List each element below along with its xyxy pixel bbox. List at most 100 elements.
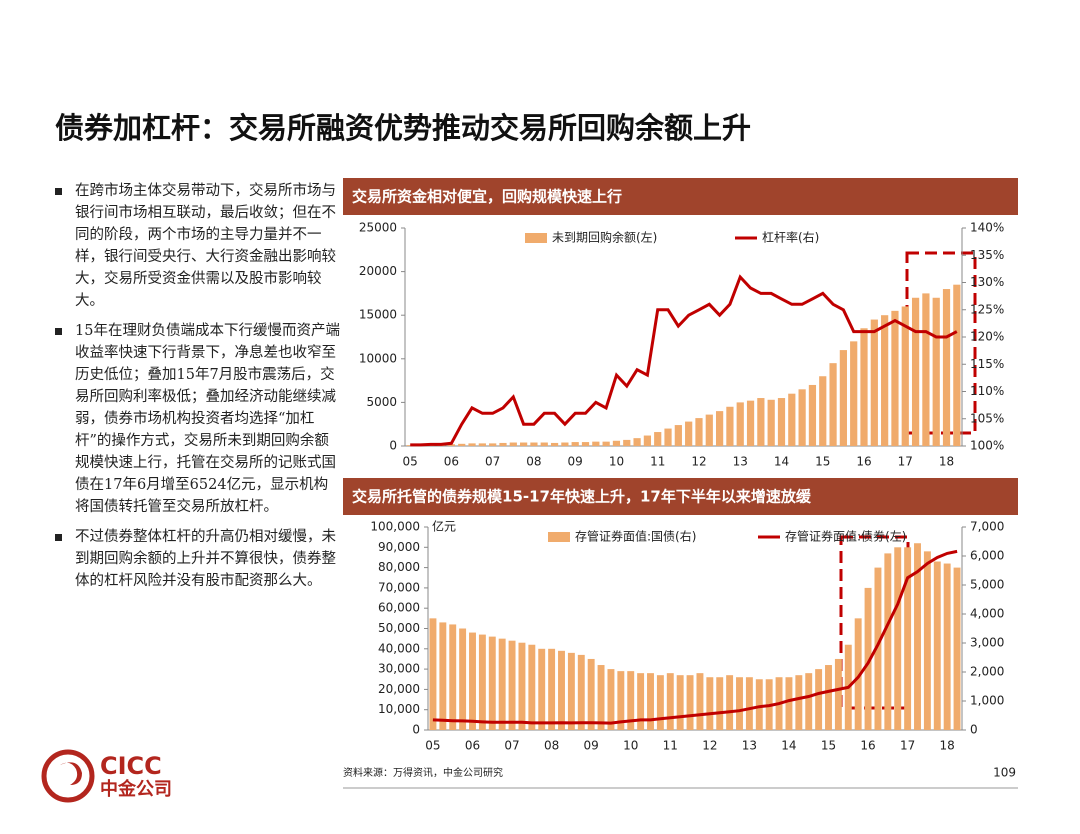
bullet: 在跨市场主体交易带动下，交易所市场与银行间市场相互联动，最后收敛；但在不同的阶段… — [55, 180, 340, 312]
legend-label: 存管证券面值:国债(右) — [575, 529, 696, 544]
bar — [478, 443, 486, 446]
x-tick-label: 10 — [609, 455, 624, 469]
bullet: 15年在理财负债端成本下行缓慢而资产端收益率快速下行背景下，净息差也收窄至历史低… — [55, 320, 340, 518]
x-tick-label: 16 — [856, 455, 871, 469]
bar — [550, 442, 559, 446]
x-tick-label: 11 — [663, 739, 678, 753]
bar — [922, 293, 930, 446]
bar — [736, 677, 743, 730]
bar — [746, 400, 755, 446]
bar — [633, 438, 641, 446]
y-tick-label: 30,000 — [378, 662, 420, 676]
bar — [911, 297, 920, 446]
bar — [705, 414, 713, 446]
x-tick-label: 09 — [584, 739, 599, 753]
slide-title: 债券加杠杆：交易所融资优势推动交易所回购余额上升 — [55, 111, 752, 145]
bar — [933, 561, 941, 730]
bar — [767, 399, 775, 446]
bar — [834, 658, 842, 730]
bar — [518, 642, 526, 730]
y-tick-label: 20000 — [359, 264, 397, 278]
bar — [571, 442, 579, 446]
bar — [805, 673, 813, 730]
y2-tick-label: 100% — [970, 439, 1004, 453]
bar — [696, 673, 704, 730]
line — [410, 274, 958, 447]
bar — [825, 665, 832, 730]
bar — [726, 406, 734, 446]
bar — [489, 443, 497, 446]
bar — [548, 648, 556, 730]
x-tick-label: 05 — [425, 739, 440, 753]
y-tick-label: 0 — [389, 439, 397, 453]
bullet-list: 在跨市场主体交易带动下，交易所市场与银行间市场相互联动，最后收敛；但在不同的阶段… — [55, 180, 340, 600]
y-tick-label: 5000 — [366, 395, 397, 409]
bar — [567, 652, 575, 730]
bar — [686, 675, 694, 730]
bar — [520, 442, 528, 446]
y2-tick-label: 6,000 — [970, 549, 1004, 563]
y-tick-label: 80,000 — [378, 560, 420, 574]
bar — [676, 675, 684, 730]
bar — [795, 675, 803, 730]
bar — [530, 442, 538, 446]
bar — [654, 432, 662, 446]
legend-swatch — [525, 233, 547, 243]
bar — [854, 618, 862, 730]
chart-header — [343, 178, 1018, 215]
legend-swatch — [548, 532, 570, 542]
x-tick-label: 11 — [650, 455, 665, 469]
bar — [623, 439, 631, 446]
x-tick-label: 15 — [815, 455, 830, 469]
bar — [943, 563, 951, 730]
bar — [561, 442, 569, 446]
x-tick-label: 07 — [485, 455, 500, 469]
bar — [874, 567, 882, 730]
x-tick-label: 05 — [403, 455, 418, 469]
bar — [777, 398, 786, 446]
bar — [558, 650, 565, 730]
bar — [406, 445, 414, 446]
x-tick-label: 14 — [781, 739, 796, 753]
bar — [674, 425, 682, 446]
bar — [685, 421, 693, 446]
bar — [914, 543, 921, 730]
legend-label: 存管证券面值:债券(左) — [785, 529, 906, 544]
y2-tick-label: 120% — [970, 330, 1004, 344]
bar — [839, 350, 847, 446]
bar — [439, 622, 447, 730]
bar — [459, 628, 467, 730]
bar — [788, 393, 796, 446]
bar — [602, 441, 610, 446]
bar — [870, 319, 878, 446]
y-tick-label: 10,000 — [378, 702, 420, 716]
bar — [592, 441, 600, 446]
chart-header — [343, 478, 1018, 515]
x-tick-label: 12 — [691, 455, 706, 469]
y2-tick-label: 125% — [970, 302, 1004, 316]
bar — [607, 669, 615, 730]
y2-tick-label: 115% — [970, 357, 1004, 371]
bar — [468, 443, 476, 446]
bar — [815, 669, 823, 730]
y2-tick-label: 130% — [970, 275, 1004, 289]
bar — [449, 624, 457, 730]
y2-tick-label: 140% — [970, 221, 1004, 235]
bar — [864, 587, 872, 730]
logo-ring — [41, 749, 95, 803]
bar — [901, 306, 909, 446]
x-tick-label: 17 — [900, 739, 915, 753]
logo-mark — [60, 762, 82, 785]
x-tick-label: 18 — [940, 739, 955, 753]
x-tick-label: 08 — [526, 455, 541, 469]
y2-tick-label: 110% — [970, 384, 1004, 398]
chart-title: 交易所资金相对便宜，回购规模快速上行 — [352, 188, 622, 206]
legend-label: 杠杆率(右) — [762, 230, 819, 245]
chart-title: 交易所托管的债券规模15-17年快速上升，17年下半年以来增速放缓 — [352, 488, 812, 506]
bar — [538, 648, 546, 730]
legend-label: 未到期回购余额(左) — [552, 230, 657, 245]
bar — [695, 418, 703, 446]
bar — [528, 644, 536, 730]
bullet: 不过债券整体杠杆的升高仍相对缓慢，未到期回购余额的上升并不算很快，债券整体的杠杆… — [55, 526, 340, 592]
